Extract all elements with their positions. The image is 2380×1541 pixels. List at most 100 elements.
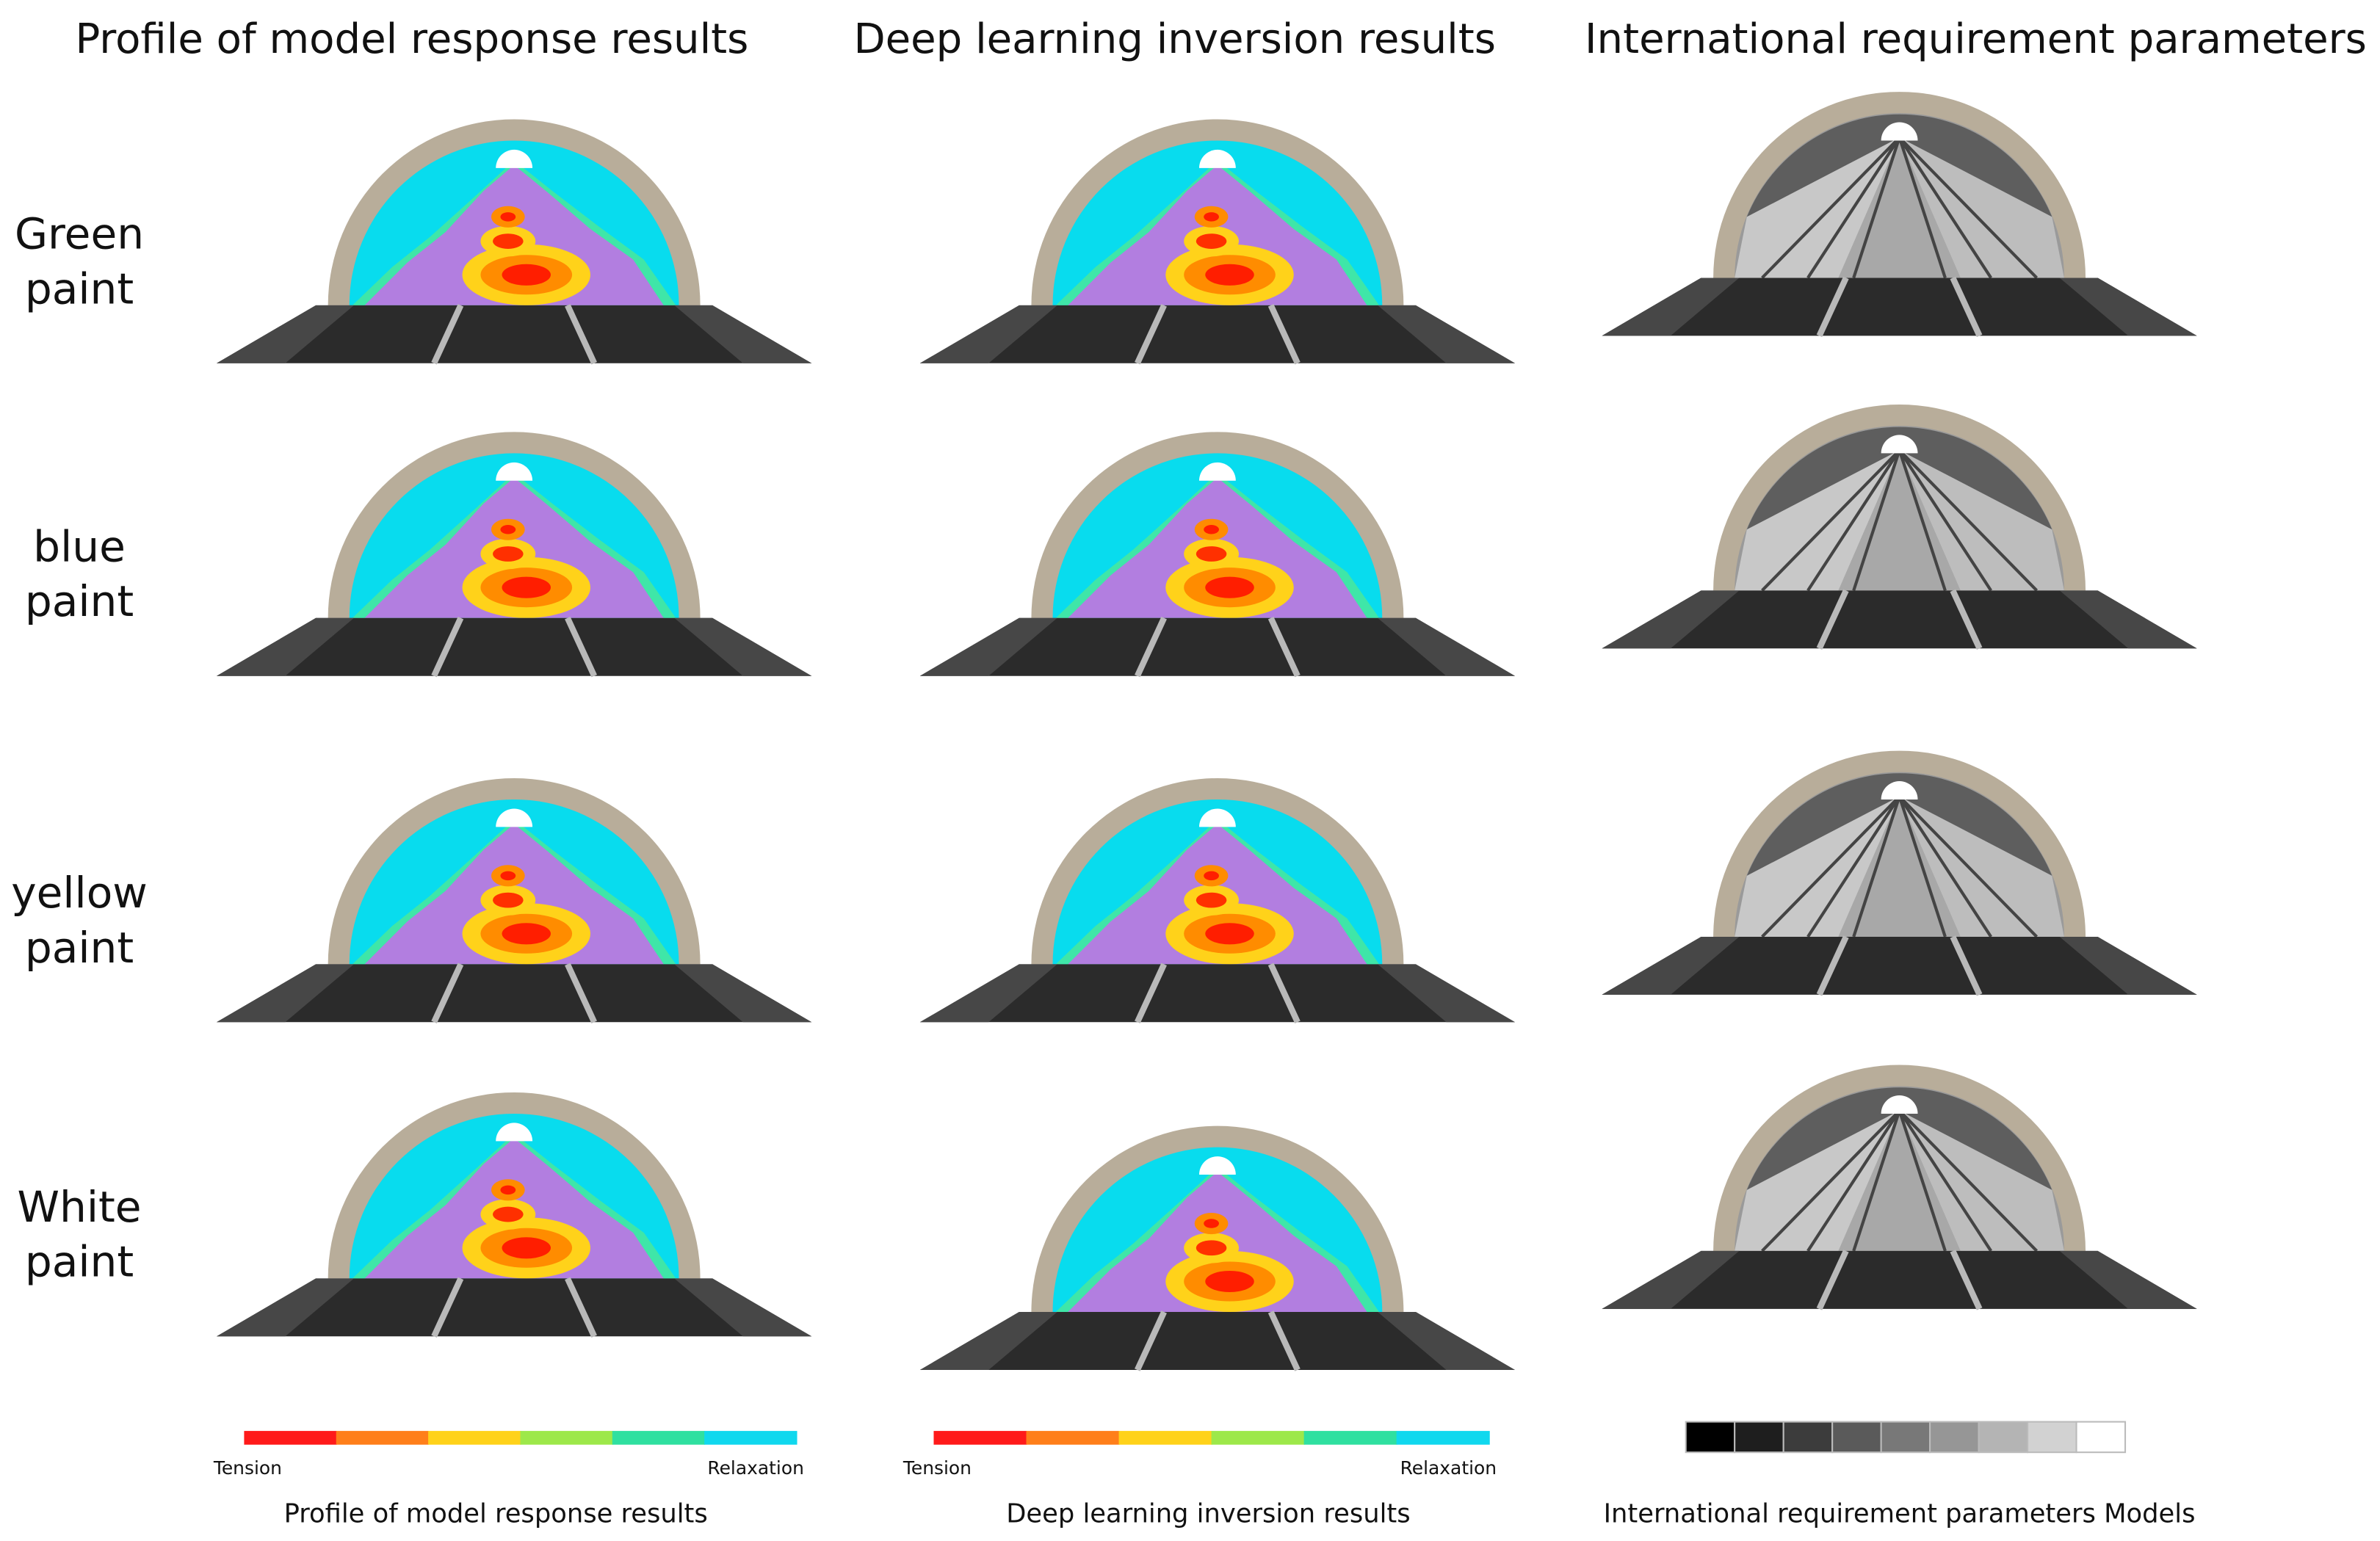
ceiling: [1746, 1087, 2052, 1190]
road: [1602, 936, 2197, 995]
row-label: White: [17, 1182, 141, 1232]
perspective-line: [1761, 449, 1901, 592]
perspective-line: [1898, 795, 1992, 938]
lane-line: [1135, 304, 1167, 365]
colorbar-segment: [1026, 1431, 1120, 1445]
road-edge-left: [919, 964, 1057, 1023]
perspective-line: [1898, 1109, 1992, 1252]
column-title: International requirement parameters: [1585, 15, 2367, 63]
legend-caption: Profile of model response results: [284, 1498, 708, 1529]
perspective-line: [1898, 136, 2039, 279]
perspective-line: [1898, 449, 1992, 592]
road-edge-right: [674, 964, 812, 1023]
floor: [1838, 796, 1961, 937]
lane-line: [1950, 935, 1983, 996]
colorbar-segment: [1118, 1431, 1212, 1445]
tunnel-opening: [1881, 435, 1918, 454]
road-edge-left: [1602, 278, 1740, 336]
tunnel-image: [1602, 92, 2197, 338]
legend-caption: International requirement parameters Mod…: [1604, 1498, 2196, 1529]
road-edge-right: [1378, 305, 1516, 363]
lane-line: [565, 617, 597, 678]
road-edge-right: [674, 305, 812, 363]
floor: [1838, 450, 1961, 591]
perspective-line: [1898, 795, 2039, 938]
perspective-line: [1898, 1110, 1947, 1252]
road-edge-right: [2059, 936, 2197, 995]
tunnel-image: [217, 432, 812, 678]
row-label: paint: [25, 1237, 134, 1287]
heat-spot: [502, 923, 551, 945]
wall-right: [1899, 1110, 2064, 1251]
tunnel-image: [919, 119, 1516, 365]
lane-line: [1267, 617, 1301, 678]
road: [1602, 278, 2197, 336]
road: [217, 1278, 812, 1337]
road-edge-right: [2059, 1250, 2197, 1309]
perspective-line: [1852, 449, 1901, 591]
lane-line: [1135, 1310, 1167, 1371]
lane-line: [1950, 1250, 1983, 1310]
perspective-line: [1898, 449, 1947, 591]
grayscale-segment: [1831, 1421, 1882, 1454]
row-label: paint: [25, 576, 134, 626]
perspective-line: [1806, 137, 1901, 279]
tunnel-opening: [1881, 781, 1918, 799]
tunnel-opening: [1198, 808, 1236, 827]
row-label: yellow: [11, 868, 148, 918]
heat-spot: [500, 212, 516, 222]
tunnel-image: [217, 119, 812, 365]
lane-line: [1950, 276, 1983, 338]
wall-left: [1735, 137, 1900, 278]
floor: [1838, 137, 1961, 278]
colorbar-segment: [1303, 1431, 1397, 1445]
colorbar-segment: [1211, 1431, 1305, 1445]
column-title: Profile of model response results: [75, 15, 748, 63]
colorbar-label-right: Relaxation: [1400, 1457, 1497, 1479]
perspective-line: [1852, 1110, 1901, 1252]
heat-spot: [493, 1206, 524, 1222]
tunnel-image: [1602, 404, 2197, 650]
tunnel-image: [919, 432, 1516, 678]
perspective-line: [1852, 796, 1901, 938]
heat-spot: [1204, 871, 1219, 881]
road: [919, 617, 1516, 676]
lane-line: [1816, 1250, 1849, 1310]
lane-line: [431, 617, 464, 678]
road: [1602, 590, 2197, 649]
tunnel-opening: [1198, 149, 1236, 168]
perspective-line: [1898, 796, 1947, 938]
perspective-line: [1806, 449, 1901, 592]
heat-spot: [493, 892, 524, 908]
colorbar-segment: [428, 1431, 521, 1445]
colorbar-segment: [933, 1431, 1027, 1445]
lane-line: [1816, 276, 1849, 338]
perspective-line: [1898, 137, 1947, 279]
road: [217, 617, 812, 676]
grayscale-segment: [2027, 1421, 2077, 1454]
road-edge-right: [674, 617, 812, 676]
tunnel-image: [1602, 1065, 2197, 1310]
road-edge-right: [1378, 617, 1516, 676]
lane-line: [1135, 617, 1167, 678]
road-edge-left: [217, 964, 354, 1023]
heat-spot: [1196, 1240, 1227, 1256]
road-edge-left: [217, 305, 354, 363]
wall-left: [1735, 796, 1900, 937]
colorbar-segment: [520, 1431, 613, 1445]
tunnel-image: [217, 1092, 812, 1338]
colorbar-label-left: Tension: [903, 1457, 972, 1479]
road-edge-right: [2059, 278, 2197, 336]
tunnel-opening: [496, 808, 533, 827]
heat-spot: [502, 264, 551, 286]
heat-spot: [500, 871, 516, 881]
tunnel-opening: [496, 149, 533, 168]
colorbar-label-right: Relaxation: [707, 1457, 804, 1479]
road-edge-right: [1378, 964, 1516, 1023]
grayscale-segment: [1782, 1421, 1834, 1454]
road-edge-left: [1602, 590, 1740, 649]
lane-line: [1816, 935, 1849, 996]
heat-spot: [502, 576, 551, 598]
ceiling: [1746, 773, 2052, 876]
row-label: paint: [25, 923, 134, 973]
